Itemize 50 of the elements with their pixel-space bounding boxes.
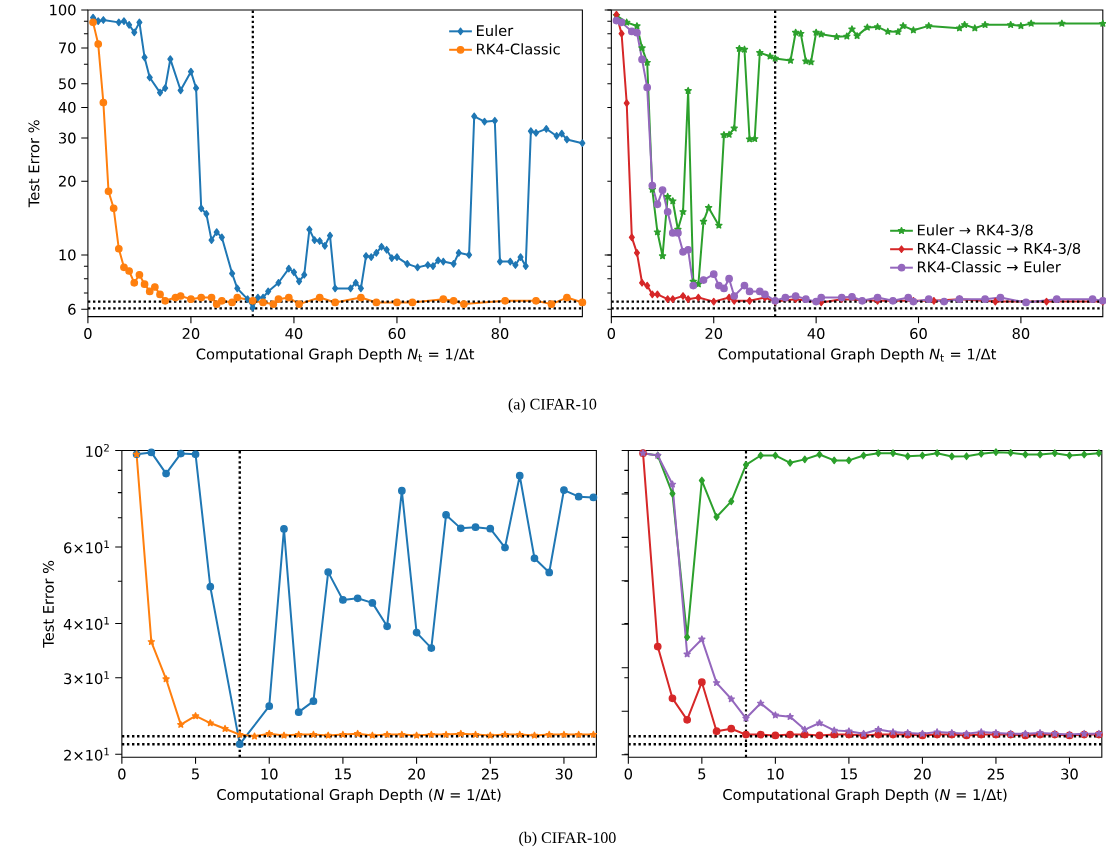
x-tick-label: 20 <box>182 327 200 340</box>
x-tick-label: 0 <box>607 327 616 340</box>
x-tick-label: 5 <box>698 768 706 780</box>
y-tick-label: 10$^{2}$ <box>86 443 109 458</box>
y-tick-label: 2×10$^{1}$ <box>64 747 109 761</box>
x-axis-title: Computational Graph Depth (N = 1/Δt) <box>217 788 501 803</box>
x-tick-label: 15 <box>841 768 857 780</box>
legend-label: RK4-Classic <box>477 43 560 55</box>
y-tick-label: 70 <box>59 42 76 54</box>
x-axis-title: Computational Graph Depth (N = 1/Δt) <box>723 788 1007 803</box>
x-tick-label: 0 <box>624 768 632 780</box>
y-tick-label: 30 <box>59 132 76 144</box>
x-tick-label: 80 <box>1012 327 1030 340</box>
x-tick-label: 20 <box>914 768 931 780</box>
text: (a) CIFAR-10 <box>508 398 597 413</box>
x-tick-label: 40 <box>807 327 825 340</box>
x-tick-label: 60 <box>388 327 406 340</box>
x-tick-label: 0 <box>118 768 126 780</box>
x-tick-label: 40 <box>285 327 303 340</box>
y-tick-label: 6×10$^{1}$ <box>64 540 109 554</box>
y-tick-label: 100 <box>50 4 76 16</box>
x-tick-label: 25 <box>987 768 1004 780</box>
y-tick-label: 4×10$^{1}$ <box>63 616 109 630</box>
x-tick-label: 30 <box>555 768 573 780</box>
y-tick-label: 3×10$^{1}$ <box>64 671 109 685</box>
x-tick-label: 20 <box>705 327 723 340</box>
x-axis-title: Computational Graph Depth N$_{t}$ = 1/Δt <box>196 348 475 363</box>
y-tick-label: 50 <box>59 78 76 90</box>
x-tick-label: 30 <box>1061 768 1078 780</box>
x-tick-label: 0 <box>84 327 92 340</box>
y-tick-label: 40 <box>58 101 76 113</box>
text: (b) CIFAR-100 <box>519 831 616 847</box>
y-axis-title: Test Error % <box>42 560 54 648</box>
y-tick-label: 6 <box>68 303 76 315</box>
x-axis-title: Computational Graph Depth N$_{t}$ = 1/Δt <box>718 348 997 363</box>
x-tick-label: 10 <box>767 768 784 780</box>
legend-label: RK4-Classic → Euler <box>917 261 1061 273</box>
x-tick-label: 25 <box>482 768 499 780</box>
x-tick-label: 60 <box>910 327 927 340</box>
x-tick-label: 10 <box>261 768 278 780</box>
legend-label: Euler → RK4-3/8 <box>917 224 1033 237</box>
y-tick-label: 10 <box>59 249 76 261</box>
legend-label: RK4-Classic → RK4-3/8 <box>917 242 1081 256</box>
y-tick-label: 20 <box>58 175 76 187</box>
x-tick-label: 80 <box>491 327 509 340</box>
legend-label: Euler <box>477 24 514 37</box>
x-tick-label: 20 <box>408 768 425 780</box>
y-axis-title: Test Error % <box>28 120 40 208</box>
x-tick-label: 5 <box>192 768 199 780</box>
x-tick-label: 15 <box>335 768 351 780</box>
